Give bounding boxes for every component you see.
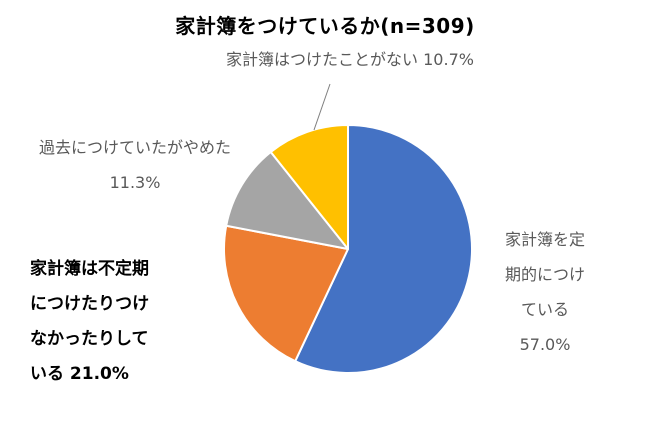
- pie-slice-2: [225, 150, 349, 250]
- label-line: 期的につけ: [504, 265, 585, 284]
- label-stopped-keeping: 過去につけていたがやめた 11.3%: [10, 130, 260, 200]
- label-regular-keeping: 家計簿を定 期的につけ ている 57.0%: [482, 222, 608, 362]
- label-line: につけたりつけ: [30, 294, 150, 314]
- label-line: 家計簿を定: [504, 230, 585, 249]
- label-irregular-keeping: 家計簿は不定期 につけたりつけ なかったりして いる 21.0%: [30, 252, 205, 392]
- label-line: 57.0%: [519, 335, 571, 354]
- label-line: いる 21.0%: [30, 364, 129, 384]
- label-line: 過去につけていたがやめた: [38, 138, 231, 157]
- pie-slice-1: [223, 224, 349, 363]
- label-line: 11.3%: [109, 173, 161, 192]
- leader-line: [313, 83, 331, 131]
- label-line: 家計簿は不定期: [30, 259, 149, 279]
- label-line: ている: [520, 300, 569, 319]
- chart-title: 家計簿をつけているか(n=309): [175, 14, 475, 38]
- pie-slices: [223, 124, 473, 374]
- pie-slice-0: [294, 124, 473, 374]
- label-line: 家計簿はつけたことがない 10.7%: [226, 50, 474, 69]
- pie-slice-3: [269, 124, 349, 250]
- label-never-kept: 家計簿はつけたことがない 10.7%: [50, 48, 650, 72]
- label-line: なかったりして: [30, 329, 149, 349]
